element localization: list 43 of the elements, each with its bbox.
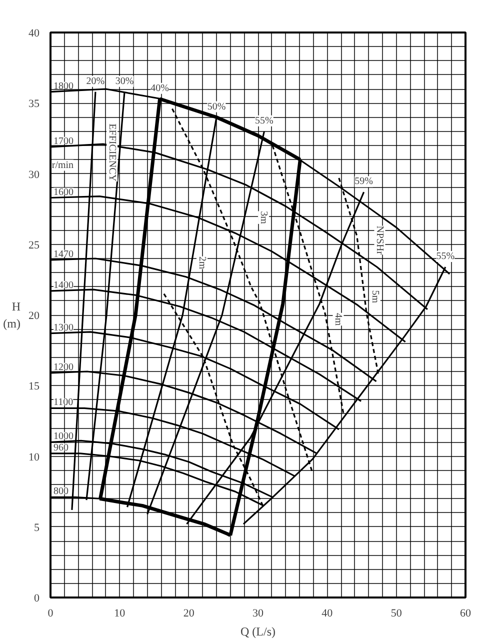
x-tick-label: 50 bbox=[390, 608, 402, 620]
y-tick-label: 15 bbox=[28, 380, 40, 393]
series-label: 1700 bbox=[54, 136, 74, 147]
annotation: 40% bbox=[150, 82, 169, 94]
y-tick-label: 20 bbox=[28, 310, 40, 322]
annotation: 5m bbox=[369, 290, 380, 304]
series-label: 1600 bbox=[54, 186, 74, 198]
y-tick-label: 30 bbox=[28, 168, 40, 181]
annotation: EFFICIENCY bbox=[106, 124, 118, 182]
series-label: 1200 bbox=[54, 362, 74, 373]
x-tick-label: 10 bbox=[114, 608, 126, 620]
x-axis-title: Q (L/s) bbox=[240, 624, 276, 638]
series-label: 1400 bbox=[54, 280, 74, 291]
series-label: 1470 bbox=[54, 248, 74, 260]
annotation: 3m bbox=[258, 211, 270, 224]
series-label: 30% bbox=[115, 76, 134, 87]
y-tick-label: 0 bbox=[34, 592, 40, 604]
series-label: 960 bbox=[54, 442, 68, 454]
series-label: 1800 bbox=[54, 80, 74, 92]
series-label: 800 bbox=[54, 486, 68, 498]
y-tick-label: 40 bbox=[28, 28, 40, 40]
series-label: 20% bbox=[86, 76, 105, 87]
x-tick-label: 20 bbox=[183, 608, 195, 620]
y-tick-label: 5 bbox=[34, 522, 40, 534]
x-tick-label: 0 bbox=[48, 608, 54, 620]
x-tick-label: 40 bbox=[322, 608, 334, 620]
annotation: r/min bbox=[52, 160, 74, 171]
series-label: 1000 bbox=[54, 431, 74, 442]
annotation: NPSHr bbox=[374, 226, 386, 256]
annotation: 2m bbox=[196, 256, 208, 270]
series-label: 1100 bbox=[54, 397, 74, 408]
series-label: 59% bbox=[354, 176, 374, 188]
y-tick-label: 35 bbox=[28, 98, 40, 110]
annotation: 4m bbox=[332, 312, 344, 326]
y-tick-label: 25 bbox=[28, 239, 40, 252]
series-label: 1300 bbox=[54, 322, 74, 334]
x-tick-label: 60 bbox=[460, 608, 472, 620]
series-label: 50% bbox=[207, 101, 226, 112]
series-label: 55% bbox=[255, 115, 274, 126]
y-axis-title: H (m) bbox=[3, 300, 21, 330]
x-tick-label: 30 bbox=[252, 608, 264, 620]
y-tick-label: 10 bbox=[28, 451, 40, 464]
series-label: 55% bbox=[436, 250, 455, 262]
